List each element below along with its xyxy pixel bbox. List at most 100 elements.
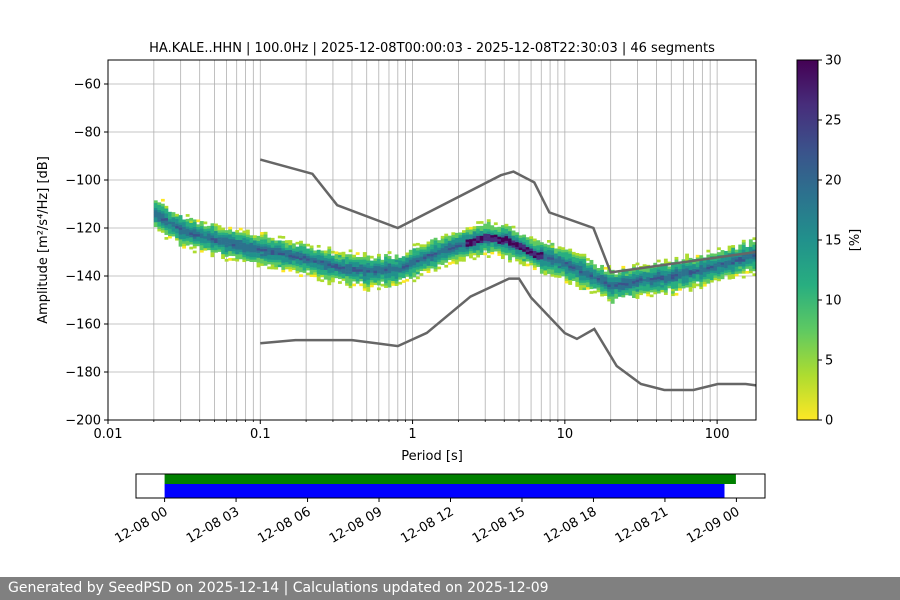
heatmap-cell	[384, 254, 388, 257]
heatmap-cell	[366, 269, 371, 273]
heatmap-cell	[430, 256, 434, 259]
heatmap-cell	[238, 237, 243, 241]
heatmap-cell	[699, 260, 704, 263]
heatmap-cell	[561, 271, 566, 274]
heatmap-cell	[199, 240, 204, 243]
heatmap-cell	[228, 250, 233, 254]
heatmap-cell	[440, 262, 445, 265]
heatmap-cell	[582, 265, 587, 269]
heatmap-cell	[437, 245, 442, 248]
heatmap-cell	[529, 253, 534, 256]
heatmap-cell	[330, 258, 335, 261]
heatmap-cell	[401, 280, 406, 283]
heatmap-cell	[217, 246, 222, 250]
heatmap-cell	[582, 282, 587, 286]
heatmap-cell	[518, 252, 523, 255]
heatmap-cell	[245, 234, 250, 238]
heatmap-cell	[483, 235, 488, 239]
heatmap-cell	[681, 283, 686, 286]
heatmap-cell	[376, 256, 381, 259]
heatmap-cell	[320, 269, 325, 273]
heatmap-cell	[600, 288, 604, 292]
heatmap-cell	[688, 269, 693, 273]
heatmap-cell	[515, 258, 519, 262]
heatmap-cell	[692, 263, 697, 267]
heatmap-cell	[394, 264, 399, 267]
heatmap-cell	[387, 256, 392, 259]
heatmap-cell	[426, 246, 431, 250]
heatmap-cell	[688, 262, 693, 266]
heatmap-cell	[440, 259, 445, 263]
heatmap-cell	[504, 243, 509, 246]
heatmap-cell	[632, 266, 636, 270]
heatmap-cell	[692, 266, 697, 269]
heatmap-cell	[688, 274, 693, 278]
x-tick-label: 100	[705, 427, 730, 442]
heatmap-cell	[355, 269, 360, 272]
heatmap-cell	[472, 257, 477, 261]
heatmap-cell	[291, 257, 296, 261]
heatmap-cell	[458, 246, 463, 250]
heatmap-cell	[617, 279, 622, 283]
heatmap-cell	[221, 227, 225, 231]
heatmap-cell	[738, 246, 743, 250]
heatmap-cell	[490, 227, 495, 231]
heatmap-cell	[426, 263, 431, 266]
heatmap-cell	[256, 262, 261, 265]
heatmap-cell	[160, 210, 165, 214]
heatmap-cell	[639, 268, 643, 272]
heatmap-cell	[462, 256, 466, 260]
heatmap-cell	[231, 250, 236, 254]
timeline-tick-label: 12-08 06	[255, 504, 313, 546]
heatmap-cell	[699, 264, 704, 268]
heatmap-cell	[741, 263, 746, 267]
heatmap-cell	[451, 234, 456, 238]
heatmap-cell	[157, 216, 162, 220]
heatmap-cell	[575, 284, 580, 287]
heatmap-cell	[479, 225, 484, 229]
heatmap-cell	[674, 271, 679, 275]
heatmap-cell	[600, 272, 604, 275]
heatmap-cell	[568, 270, 573, 273]
heatmap-cell	[345, 273, 349, 277]
heatmap-cell	[635, 289, 640, 292]
heatmap-cell	[267, 247, 272, 250]
heatmap-cell	[309, 259, 314, 263]
heatmap-cell	[217, 239, 222, 243]
heatmap-cell	[238, 244, 243, 248]
heatmap-cell	[415, 247, 420, 251]
heatmap-cell	[203, 240, 208, 244]
heatmap-cell	[554, 255, 558, 259]
heatmap-cell	[274, 266, 279, 270]
heatmap-cell	[401, 268, 406, 271]
heatmap-cell	[706, 259, 711, 263]
heatmap-cell	[639, 277, 643, 281]
heatmap-cell	[267, 259, 272, 262]
heatmap-cell	[270, 242, 275, 246]
heatmap-cell	[660, 287, 665, 290]
heatmap-cell	[462, 230, 466, 233]
heatmap-cell	[479, 252, 484, 256]
heatmap-cell	[688, 284, 693, 287]
heatmap-cell	[394, 259, 399, 262]
timeline-bars	[164, 474, 736, 498]
heatmap-cell	[214, 235, 218, 239]
heatmap-cell	[415, 257, 420, 261]
heatmap-cell	[175, 218, 179, 222]
heatmap-cell	[685, 275, 689, 278]
colorbar-tick-label: 15	[825, 234, 842, 249]
heatmap-cell	[522, 246, 527, 250]
heatmap-cell	[345, 280, 349, 284]
heatmap-cell	[320, 267, 325, 271]
heatmap-cell	[639, 285, 643, 288]
heatmap-cell	[320, 250, 325, 254]
heatmap-cell	[196, 236, 201, 240]
heatmap-cell	[571, 261, 576, 265]
heatmap-cell	[203, 228, 208, 232]
heatmap-cell	[320, 279, 325, 283]
heatmap-cell	[217, 249, 222, 252]
heatmap-cell	[178, 215, 183, 218]
heatmap-cell	[582, 258, 587, 262]
heatmap-cell	[210, 244, 215, 248]
heatmap-cell	[408, 266, 413, 270]
